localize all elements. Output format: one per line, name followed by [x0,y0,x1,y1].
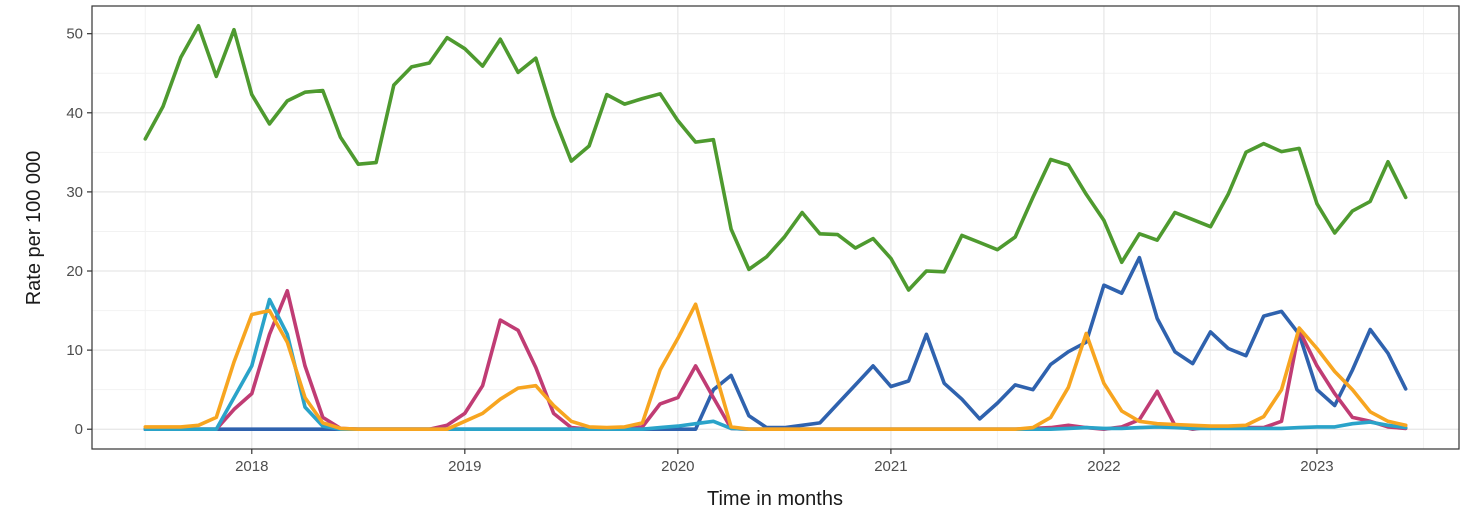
series-line-1 [143,23,1408,292]
y-tick-label: 20 [66,263,83,280]
x-tick-label: 2022 [1087,458,1120,475]
x-tick-label: 2018 [235,458,268,475]
y-tick-label: 40 [66,105,83,122]
y-axis-title: Rate per 100 000 [23,151,45,306]
x-tick-label: 2020 [661,458,694,475]
x-tick-label: 2023 [1300,458,1333,475]
x-axis-tick-labels: 2018 2019 2020 2021 2022 2023 [235,458,1334,475]
y-tick-label: 10 [66,342,83,359]
x-tick-label: 2019 [448,458,481,475]
series-lines [143,23,1408,432]
axis-ticks [87,33,1318,454]
y-tick-label: 50 [66,26,83,43]
x-tick-label: 2021 [874,458,907,475]
series-line-5 [143,302,1408,432]
y-axis-tick-labels: 0 10 20 30 40 50 [66,26,83,439]
y-tick-label: 0 [75,421,83,438]
y-tick-label: 30 [66,184,83,201]
panel-background [92,6,1459,449]
x-axis-title: Time in months [707,488,843,510]
panel-border [91,5,1460,450]
